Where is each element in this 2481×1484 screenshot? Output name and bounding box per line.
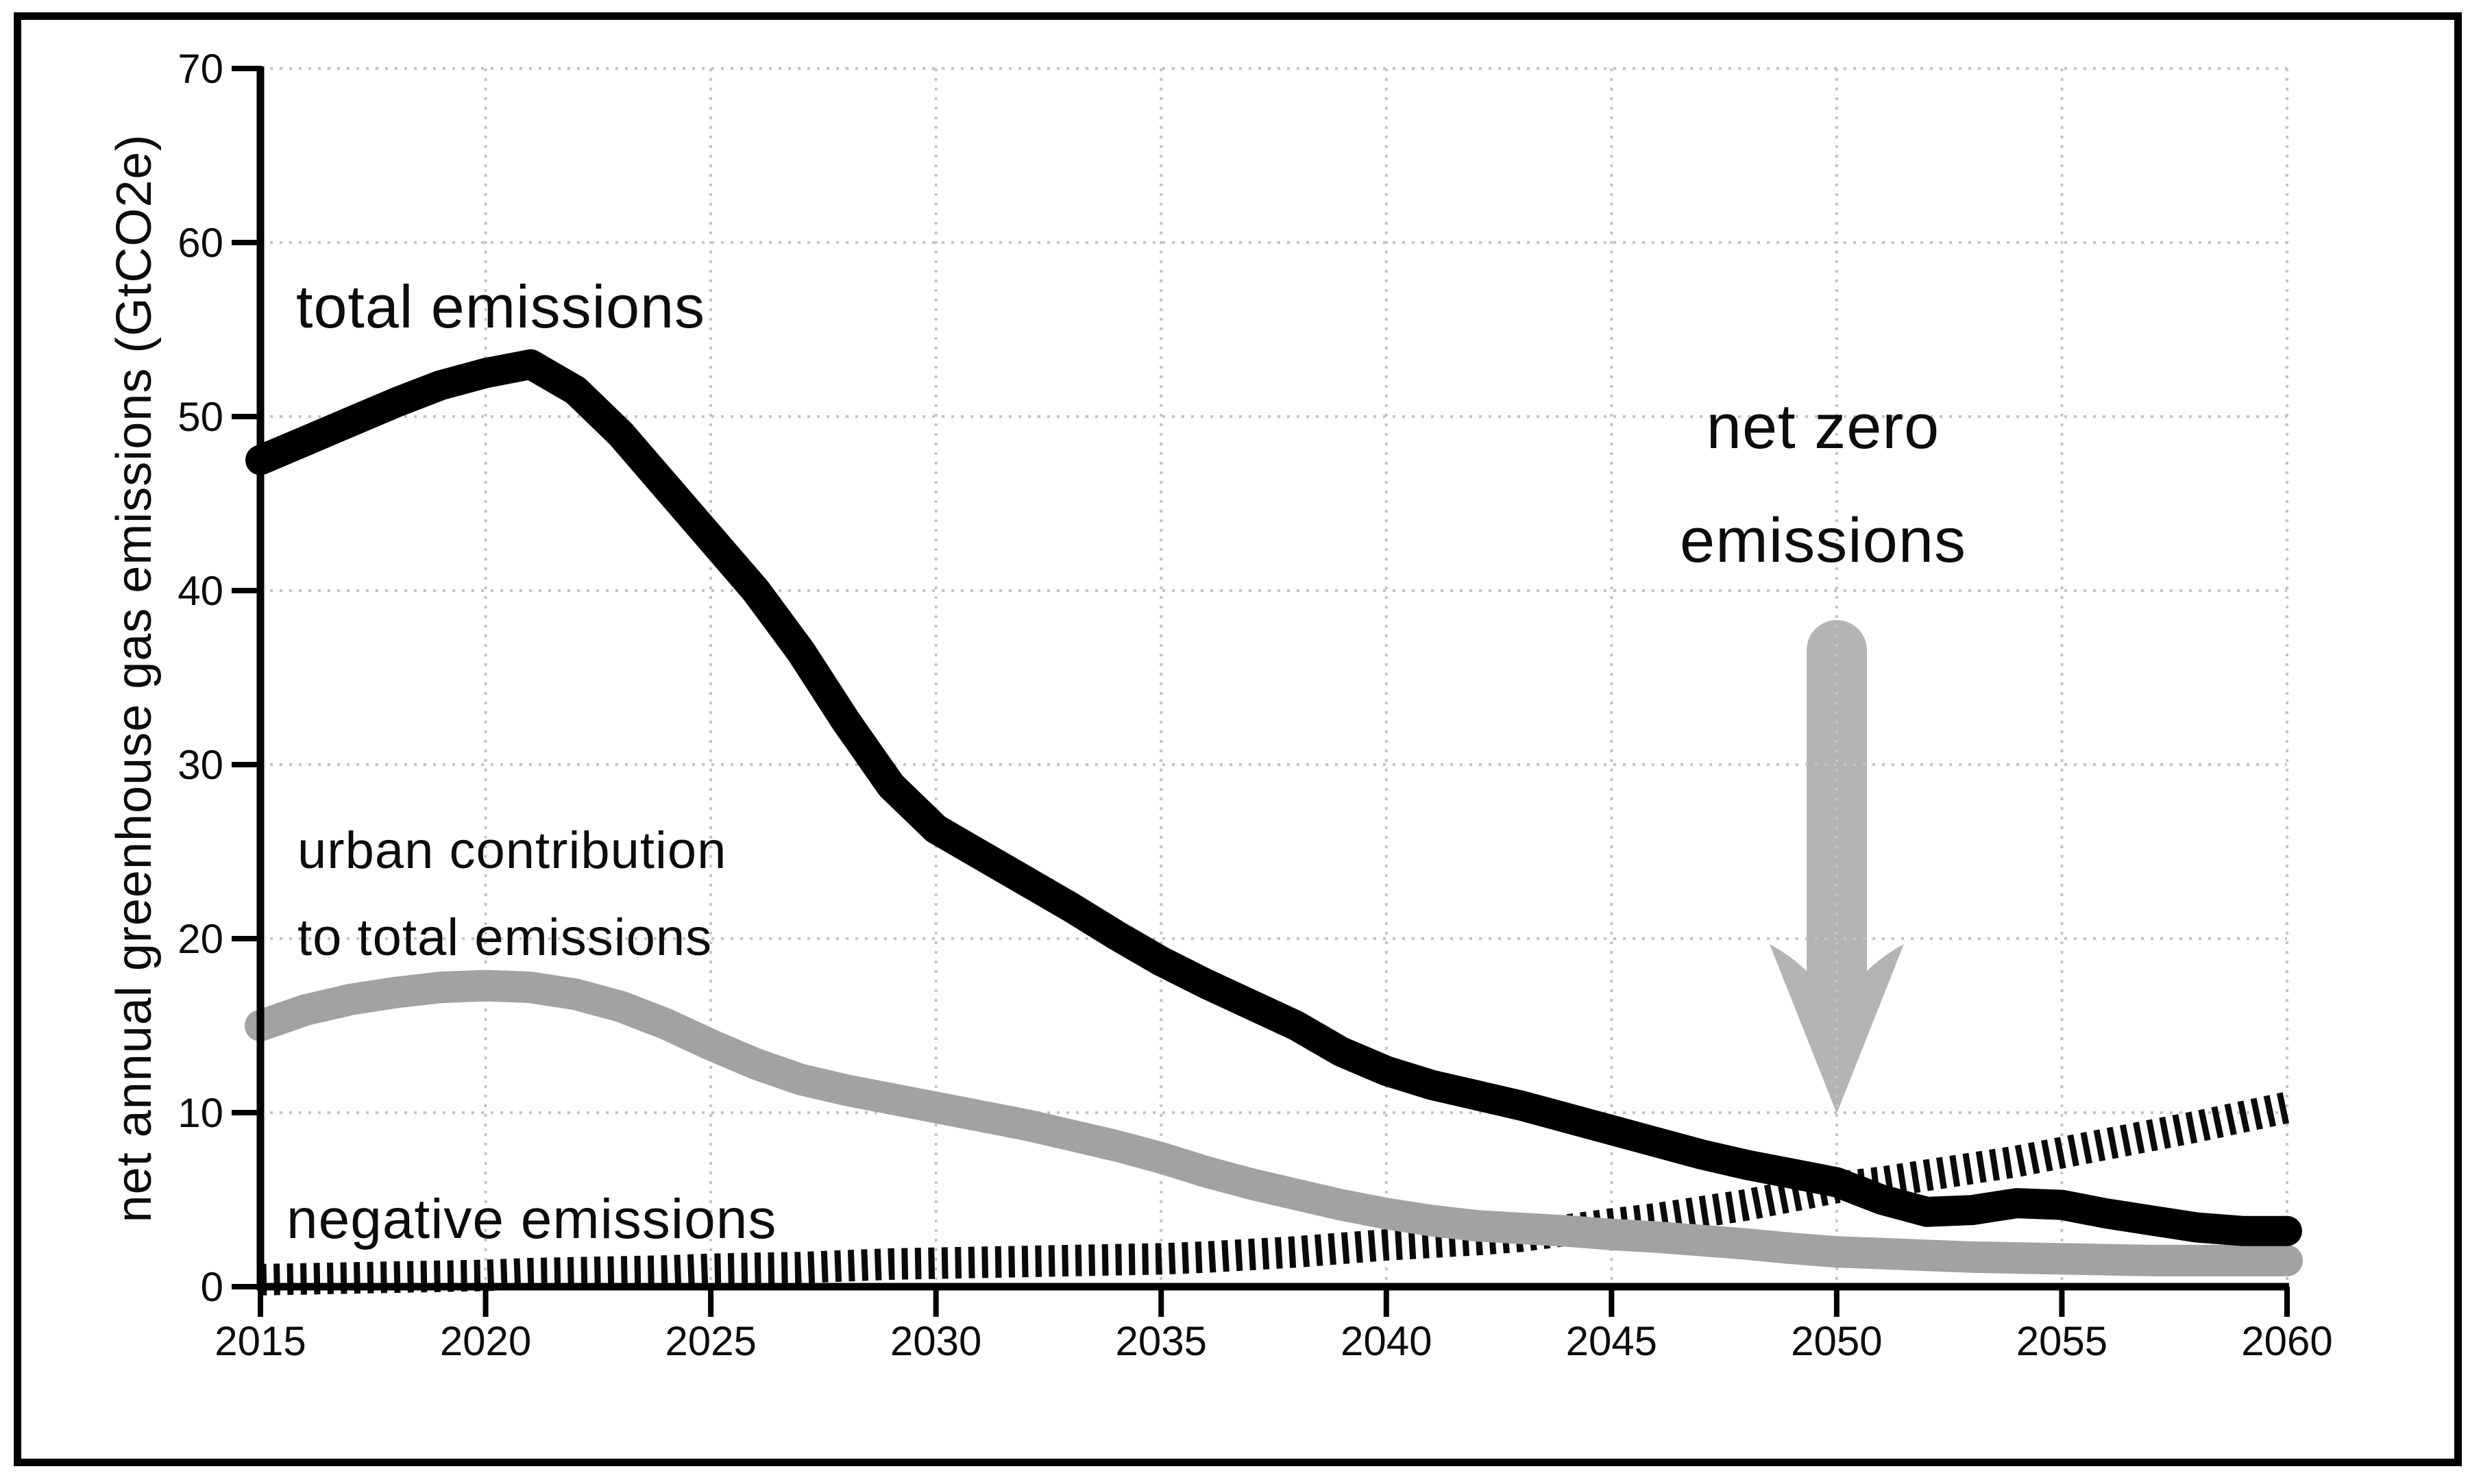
net-zero-label-line2: emissions	[1680, 506, 1966, 576]
urban-label-line1: urban contribution	[297, 821, 726, 880]
x-tick-label-2035: 2035	[1115, 1318, 1206, 1364]
series-line-urban	[245, 969, 2303, 1276]
total-emissions-label: total emissions	[296, 273, 705, 341]
x-tick-label-2030: 2030	[890, 1318, 981, 1364]
x-tick-label-2025: 2025	[665, 1318, 756, 1364]
x-tick-label-2015: 2015	[215, 1318, 306, 1364]
grid	[260, 67, 2288, 1287]
y-axis-title: net annual greenhouse gas emissions (GtC…	[107, 134, 162, 1223]
y-tick-label-50: 50	[178, 394, 223, 440]
x-tick-label-2060: 2060	[2241, 1318, 2332, 1364]
axes	[256, 66, 2289, 1291]
x-tick-label-2040: 2040	[1341, 1318, 1432, 1364]
x-tick-label-2055: 2055	[2016, 1318, 2107, 1364]
y-tick-label-30: 30	[178, 742, 223, 788]
y-tick-label-20: 20	[178, 916, 223, 962]
y-tick-label-40: 40	[178, 568, 223, 614]
tick-marks	[232, 66, 2290, 1317]
series-line-total	[245, 349, 2302, 1246]
data-series	[245, 349, 2303, 1296]
x-tick-label-2050: 2050	[1791, 1318, 1882, 1364]
y-tick-label-70: 70	[178, 46, 223, 92]
series-line-negative	[260, 1091, 2290, 1296]
net-zero-label-line1: net zero	[1707, 392, 1940, 462]
chart-outer-frame	[14, 12, 2462, 1466]
y-tick-label-0: 0	[201, 1264, 223, 1310]
negative-emissions-label: negative emissions	[286, 1188, 777, 1250]
y-tick-label-10: 10	[178, 1090, 223, 1136]
urban-label-line2: to total emissions	[297, 908, 712, 967]
x-tick-label-2045: 2045	[1566, 1318, 1657, 1364]
tick-labels: 2015 2020 2025 2030 2035 2040 2045 2050 2055 2060…	[178, 46, 2332, 1364]
y-tick-label-60: 60	[178, 220, 223, 266]
x-tick-label-2020: 2020	[440, 1318, 531, 1364]
